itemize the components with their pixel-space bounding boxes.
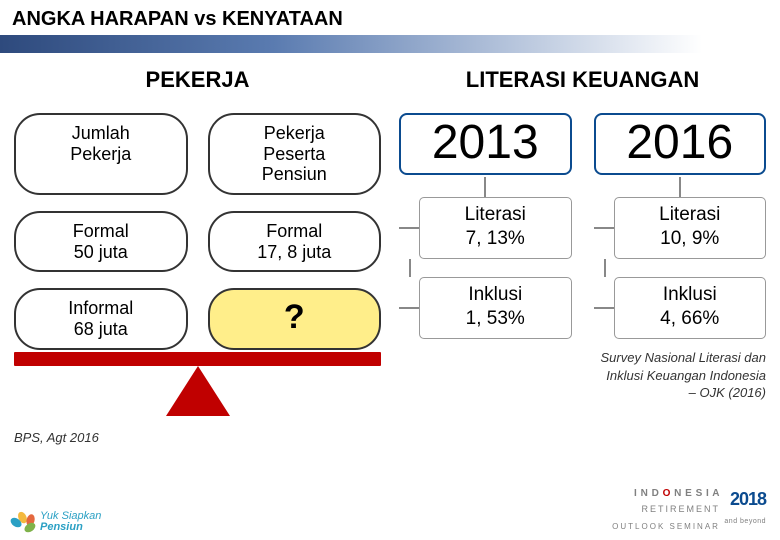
- text: Pekerja: [22, 144, 180, 165]
- text: Peserta: [216, 144, 374, 165]
- source-right: Survey Nasional Literasi dan Inklusi Keu…: [399, 349, 766, 402]
- pekerja-heading: PEKERJA: [14, 67, 381, 93]
- text: and beyond: [724, 518, 766, 525]
- logo-year: 2018 and beyond: [724, 489, 766, 528]
- page-title: ANGKA HARAPAN vs KENYATAAN: [0, 0, 780, 35]
- text: 4, 66%: [619, 308, 762, 330]
- year-label: 2013: [405, 119, 566, 167]
- logo-seminar: I N D O N E S I A RETIREMENT OUTLOOK SEM…: [612, 484, 766, 534]
- footer: Yuk Siapkan Pensiun I N D O N E S I A RE…: [0, 484, 780, 534]
- balance-graphic: [14, 352, 381, 422]
- text: RETIREMENT: [641, 504, 720, 514]
- tree-row: Literasi 7, 13% Inklusi 1, 53%: [399, 177, 766, 339]
- text: Literasi: [424, 204, 567, 226]
- text: 10, 9%: [619, 228, 762, 250]
- connector: [594, 227, 614, 229]
- pekerja-column: PEKERJA Jumlah Pekerja Pekerja Peserta P…: [14, 67, 381, 445]
- connector: [679, 177, 681, 197]
- pill-jumlah-pekerja: Jumlah Pekerja: [14, 113, 188, 195]
- text: Formal: [22, 221, 180, 242]
- pill-peserta-pensiun: Pekerja Peserta Pensiun: [208, 113, 382, 195]
- connector: [604, 259, 606, 277]
- question-mark-icon: ?: [216, 300, 374, 334]
- text: Pensiun: [216, 164, 374, 185]
- literasi-column: LITERASI KEUANGAN 2013 2016 Literasi 7, …: [399, 67, 766, 445]
- text: Literasi: [619, 204, 762, 226]
- connector: [484, 177, 486, 197]
- text: O: [663, 488, 671, 499]
- pill-informal-unknown: ?: [208, 288, 382, 350]
- text: Inklusi: [424, 284, 567, 306]
- pill-formal-peserta: Formal 17, 8 juta: [208, 211, 382, 272]
- connector: [399, 307, 419, 309]
- text: 7, 13%: [424, 228, 567, 250]
- flower-icon: [14, 511, 36, 533]
- source-left: BPS, Agt 2016: [14, 430, 381, 445]
- text: 68 juta: [22, 319, 180, 340]
- node-2013-inklusi: Inklusi 1, 53%: [419, 277, 572, 339]
- text: I N D: [634, 488, 663, 499]
- text: – OJK (2016): [689, 385, 766, 400]
- balance-bar: [14, 352, 381, 366]
- text: 1, 53%: [424, 308, 567, 330]
- row-headers: Jumlah Pekerja Pekerja Peserta Pensiun: [14, 113, 381, 195]
- text: Informal: [22, 298, 180, 319]
- year-label: 2016: [600, 119, 761, 167]
- connector: [399, 227, 419, 229]
- text: Survey Nasional Literasi dan: [601, 350, 766, 365]
- node-2016-literasi: Literasi 10, 9%: [614, 197, 767, 259]
- fulcrum-triangle-icon: [166, 366, 230, 416]
- logo-text: Yuk Siapkan Pensiun: [40, 511, 101, 534]
- content-area: PEKERJA Jumlah Pekerja Pekerja Peserta P…: [0, 67, 780, 445]
- text: 2018: [730, 489, 766, 509]
- text: Pekerja: [216, 123, 374, 144]
- text: I N D O N E S I A: [634, 488, 720, 499]
- node-2013-literasi: Literasi 7, 13%: [419, 197, 572, 259]
- row-formal: Formal 50 juta Formal 17, 8 juta: [14, 211, 381, 272]
- text: Pensiun: [40, 522, 101, 534]
- text: Inklusi: [619, 284, 762, 306]
- logo-pensiun: Yuk Siapkan Pensiun: [14, 511, 101, 534]
- text: Inklusi Keuangan Indonesia: [606, 368, 766, 383]
- pill-informal-total: Informal 68 juta: [14, 288, 188, 350]
- text: 17, 8 juta: [216, 242, 374, 263]
- connector: [409, 259, 411, 277]
- text: N E S I A: [671, 488, 720, 499]
- text: Jumlah: [22, 123, 180, 144]
- connector: [594, 307, 614, 309]
- title-gradient-bar: [0, 35, 780, 53]
- pill-formal-total: Formal 50 juta: [14, 211, 188, 272]
- text: 50 juta: [22, 242, 180, 263]
- text: OUTLOOK SEMINAR: [612, 522, 720, 531]
- year-row: 2013 2016: [399, 113, 766, 175]
- literasi-heading: LITERASI KEUANGAN: [399, 67, 766, 93]
- node-2016-inklusi: Inklusi 4, 66%: [614, 277, 767, 339]
- yearbox-2013: 2013: [399, 113, 572, 175]
- yearbox-2016: 2016: [594, 113, 767, 175]
- tree-2013: Literasi 7, 13% Inklusi 1, 53%: [399, 177, 572, 339]
- text: Formal: [216, 221, 374, 242]
- row-informal: Informal 68 juta ?: [14, 288, 381, 350]
- tree-2016: Literasi 10, 9% Inklusi 4, 66%: [594, 177, 767, 339]
